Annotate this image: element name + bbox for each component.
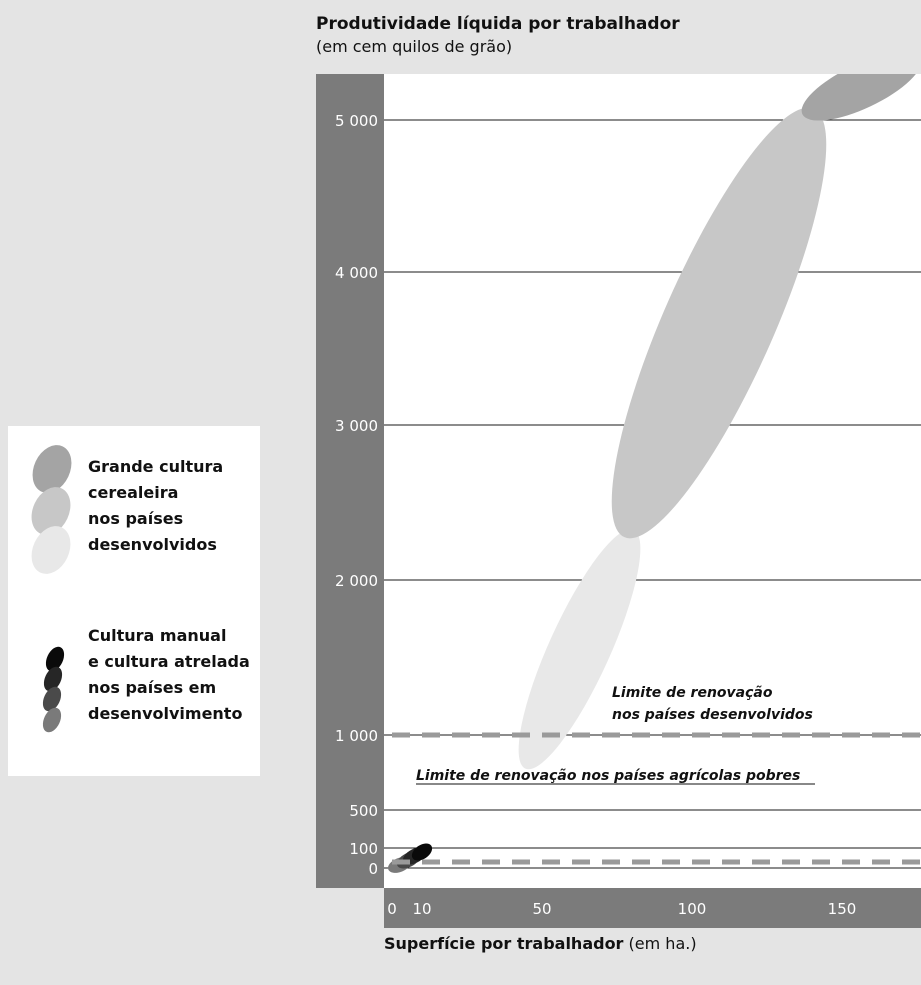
legend-swatch-developed-1 — [31, 487, 71, 535]
legend-developing-line-2: e cultura atrelada — [88, 652, 250, 671]
series-mark-developed-0 — [518, 529, 641, 770]
y-tick-label-5000: 5 000 — [335, 112, 378, 130]
legend-developed-line-1: Grande cultura — [88, 457, 224, 476]
x-axis-label: Superfície por trabalhador (em ha.) — [384, 934, 697, 953]
x-axis-band — [384, 888, 921, 928]
y-axis-band — [316, 74, 384, 888]
threshold-layer: Limite de renovação nos países desenvolvi… — [392, 685, 921, 865]
y-tick-label-2000: 2 000 — [335, 572, 378, 590]
legend-developing-line-4: desenvolvimento — [88, 704, 243, 723]
legend-swatches — [31, 445, 72, 733]
legend-developed-line-4: desenvolvidos — [88, 535, 217, 554]
y-tick-label-3000: 3 000 — [335, 417, 378, 435]
series-mark-developing-6 — [411, 843, 433, 861]
y-tick-label-500: 500 — [349, 802, 378, 820]
chart-title: Produtividade líquida por trabalhador — [316, 14, 680, 34]
title-block: Produtividade líquida por trabalhador (e… — [316, 12, 680, 58]
y-tick-label-1000: 1 000 — [335, 727, 378, 745]
threshold-label-0-line-0: Limite de renovação — [612, 685, 773, 701]
x-axis-label-unit: (em ha.) — [623, 934, 697, 953]
legend-developed-line-2: cerealeira — [88, 483, 179, 502]
y-tick-label-4000: 4 000 — [335, 264, 378, 282]
legend-developing-line-1: Cultura manual — [88, 626, 227, 645]
series-layer — [387, 74, 921, 873]
legend-label-developed: Grande cultura cerealeira nos países des… — [88, 454, 260, 558]
y-tick-layer: 0 100 500 1 000 2 000 3 000 4 000 5 000 — [335, 112, 378, 878]
legend-swatch-developed-2 — [31, 526, 71, 574]
x-tick-label-10: 10 — [412, 900, 431, 918]
x-tick-label-100: 100 — [678, 900, 707, 918]
y-tick-label-100: 100 — [349, 840, 378, 858]
series-marks — [387, 74, 921, 873]
legend-swatch-developed-0 — [32, 445, 72, 493]
y-tick-label-0: 0 — [368, 860, 378, 878]
legend-label-developing: Cultura manual e cultura atrelada nos pa… — [88, 623, 260, 727]
x-tick-label-50: 50 — [532, 900, 551, 918]
series-mark-developed-2 — [801, 74, 921, 121]
x-tick-layer: 0 10 50 100 150 — [387, 900, 856, 918]
legend-developing-line-3: nos países em — [88, 678, 217, 697]
legend: Grande cultura cerealeira nos países des… — [8, 426, 260, 776]
legend-swatch-developing-1 — [43, 666, 63, 692]
legend-swatch-developing-0 — [45, 646, 65, 672]
legend-swatch-developing-2 — [42, 686, 62, 712]
chart-subtitle: (em cem quilos de grão) — [316, 37, 513, 56]
series-mark-developed-1 — [611, 107, 827, 539]
x-axis-label-main: Superfície por trabalhador — [384, 934, 624, 953]
legend-developed-line-3: nos países — [88, 509, 184, 528]
x-tick-label-0: 0 — [387, 900, 397, 918]
legend-swatch-developing-3 — [42, 707, 62, 733]
x-tick-label-150: 150 — [828, 900, 857, 918]
threshold-label-0-line-1: nos países desenvolvidos — [612, 707, 813, 723]
threshold-label-1-line-0: Limite de renovação nos países agrícolas… — [416, 768, 800, 784]
grid-layer — [384, 119, 921, 869]
